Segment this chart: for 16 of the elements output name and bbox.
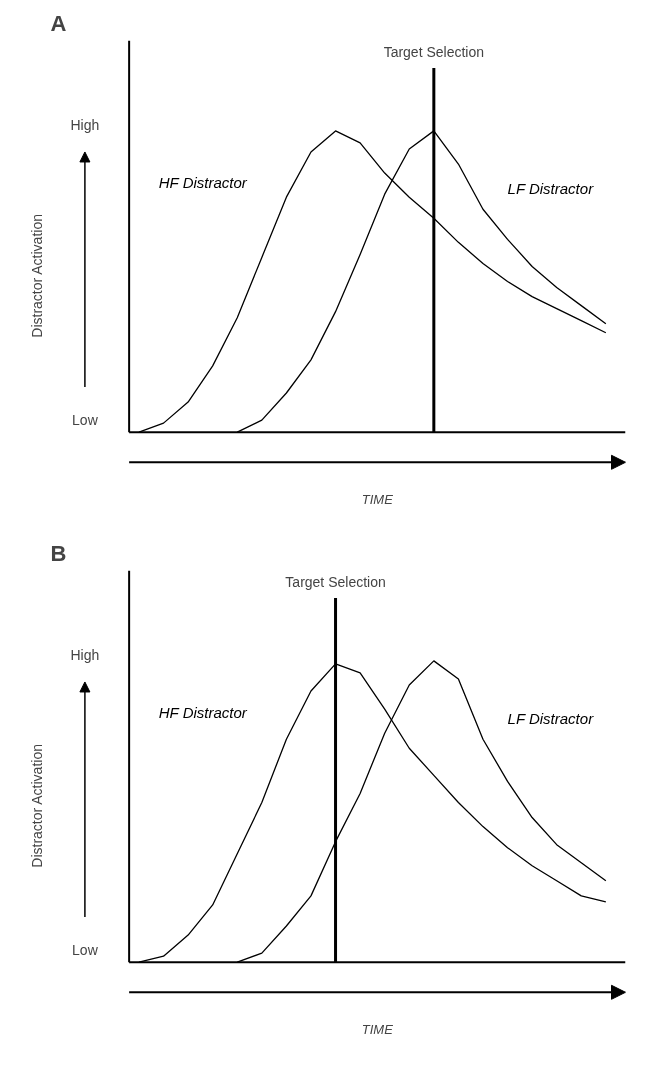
chart-title: B <box>50 540 67 566</box>
chart-title: A <box>50 10 67 36</box>
y-axis-title: Distractor Activation <box>28 744 45 868</box>
text: Target Selection <box>285 574 386 591</box>
text: HF Distractor <box>158 174 248 192</box>
text: High <box>70 116 100 133</box>
text: Target Selection <box>383 44 485 61</box>
text: Low <box>72 942 99 959</box>
series-label: LF Distractor <box>507 180 595 198</box>
x-axis-title: TIME <box>361 492 394 508</box>
x-axis-title: TIME <box>361 1022 394 1038</box>
text: Low <box>72 412 99 429</box>
text: HF Distractor <box>158 704 248 722</box>
text: High <box>70 646 100 663</box>
y-axis-title: Distractor Activation <box>28 214 45 338</box>
series-label: LF Distractor <box>507 710 595 728</box>
